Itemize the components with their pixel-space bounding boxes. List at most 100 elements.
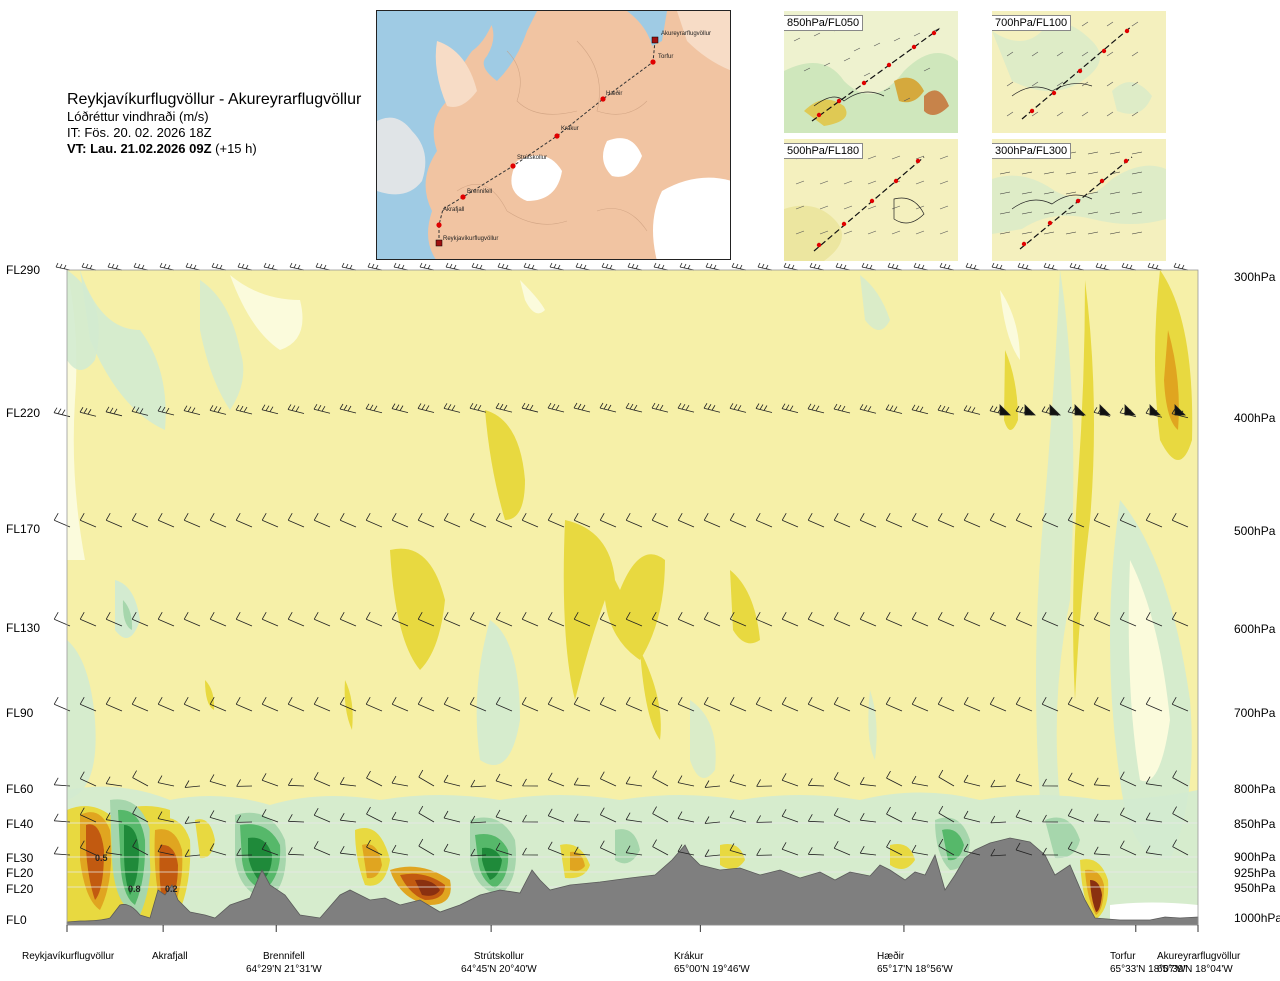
location-label-torfur: Torfur 65°33'N 18°07'W <box>1110 950 1186 976</box>
chart-title-block: Reykjavíkurflugvöllur - Akureyrarflugvöl… <box>67 90 387 157</box>
wind-barb <box>287 513 305 528</box>
fl-label-170: FL170 <box>6 522 41 536</box>
wind-barb <box>79 407 97 417</box>
wind-barb <box>1017 262 1033 271</box>
plot-frame <box>66 269 1199 926</box>
wind-barb <box>1015 405 1033 416</box>
wind-barb <box>937 612 955 627</box>
wind-barb <box>781 513 799 528</box>
wind-barb <box>1119 407 1137 418</box>
wind-barb <box>1042 847 1059 856</box>
wind-barb <box>807 778 825 787</box>
wind-barb <box>105 513 123 528</box>
wind-barb <box>339 513 357 528</box>
wind-barb <box>1041 406 1059 416</box>
wind-barb <box>990 815 1007 824</box>
wind-barb <box>81 262 97 271</box>
wind-barb <box>365 513 383 528</box>
wind-barb <box>937 697 955 712</box>
waypoint-marker-akureyri <box>651 36 659 44</box>
location-label-strutskollur: Strútskollur 64°45'N 20°40'W <box>461 950 537 976</box>
wind-barb <box>1015 697 1033 712</box>
wind-barb <box>1145 612 1163 627</box>
wind-barb <box>833 697 851 712</box>
wind-barb <box>131 513 149 528</box>
hpa-label-925: 925hPa <box>1234 866 1276 880</box>
wind-barb <box>391 403 409 414</box>
wind-barb <box>807 513 825 528</box>
wind-barb <box>601 262 617 271</box>
wind-barb <box>991 262 1007 271</box>
wind-barb <box>703 513 721 528</box>
wind-barb <box>261 612 279 627</box>
wind-barb <box>573 813 591 823</box>
wind-barb <box>989 513 1007 528</box>
wind-barb-pennant <box>1049 404 1061 416</box>
route-map-svg: Akureyrarflugvöllur Torfur Hæðir Krákur … <box>377 11 730 259</box>
wind-barb <box>522 814 539 823</box>
wind-barb <box>756 779 773 787</box>
wind-barb <box>495 513 513 528</box>
wind-barb-pennant <box>1124 404 1136 416</box>
wind-barb <box>235 513 253 528</box>
wind-barb <box>53 697 71 712</box>
fl-label-130: FL130 <box>6 621 41 635</box>
wind-barb <box>547 513 565 528</box>
wind-barb <box>677 612 695 627</box>
wind-barb <box>859 513 877 528</box>
wind-barb <box>833 403 851 414</box>
wind-barb <box>55 262 71 271</box>
wind-barb <box>625 697 643 712</box>
wind-barb <box>963 843 981 856</box>
wind-barb <box>1119 612 1137 627</box>
vertical-velocity-field <box>67 270 1198 925</box>
wind-barb <box>755 612 773 627</box>
map-label-haedir: Hæðir <box>606 90 622 97</box>
wind-barb <box>313 513 331 528</box>
fl-label-220: FL220 <box>6 406 41 420</box>
wind-barb <box>339 777 357 787</box>
wind-barb <box>729 843 747 856</box>
wind-barb <box>1119 840 1137 856</box>
wind-barb <box>522 847 539 856</box>
wind-barb <box>755 403 773 413</box>
wind-barb <box>990 848 1007 857</box>
wind-barb <box>1093 697 1111 712</box>
wind-barb <box>313 841 331 856</box>
wind-barb <box>236 815 253 823</box>
wind-barb <box>469 697 487 712</box>
wind-barb <box>911 811 929 823</box>
wind-barb <box>886 806 903 823</box>
terrain-profile <box>66 837 1199 926</box>
wind-barb <box>211 262 227 271</box>
wind-barb <box>417 403 435 413</box>
wind-barb <box>157 513 175 528</box>
wind-barb <box>807 612 825 627</box>
wind-barb <box>366 770 383 787</box>
wind-barb <box>677 402 695 413</box>
wind-barb <box>833 513 851 528</box>
hpa-label-800: 800hPa <box>1234 782 1276 796</box>
inset-map-850: 850hPa/FL050 <box>784 11 958 133</box>
wind-barb <box>573 846 591 856</box>
location-name: Hæðir <box>877 951 905 962</box>
waypoint-marker-haedir <box>600 96 606 102</box>
wind-barb <box>521 402 539 413</box>
wind-barb <box>313 808 331 823</box>
wind-barb <box>105 812 123 823</box>
wind-barb <box>599 840 617 856</box>
inset-label-700: 700hPa/FL100 <box>992 15 1072 31</box>
wind-barb <box>885 513 903 528</box>
inset-label-850: 850hPa/FL050 <box>784 15 864 31</box>
wind-barb <box>105 776 123 787</box>
fl-label-20a: FL20 <box>6 866 34 880</box>
wind-barb <box>522 778 539 787</box>
wind-barb <box>261 404 279 415</box>
wind-barb <box>53 846 71 856</box>
wind-barb <box>938 838 955 856</box>
wind-barb <box>132 806 149 823</box>
wind-barb <box>1171 612 1189 627</box>
wind-barb <box>599 612 617 627</box>
wind-barb <box>1145 845 1163 856</box>
wind-barb <box>989 697 1007 712</box>
